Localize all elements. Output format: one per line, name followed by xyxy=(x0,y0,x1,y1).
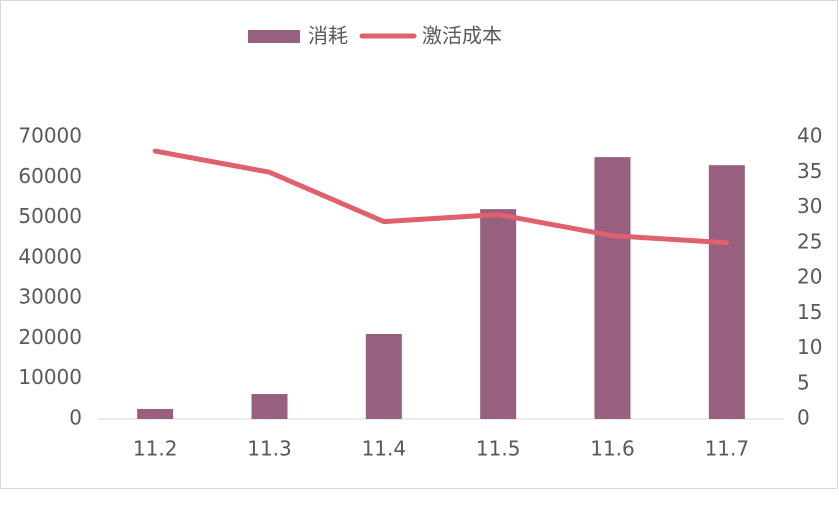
bar xyxy=(365,333,402,419)
y2-tick-label: 35 xyxy=(797,159,822,183)
x-tick-label: 11.2 xyxy=(133,437,178,461)
y2-tick-label: 10 xyxy=(797,335,822,359)
legend-swatch xyxy=(248,30,300,43)
x-tick-label: 11.6 xyxy=(590,437,635,461)
y2-tick-label: 5 xyxy=(797,370,810,394)
y-tick-label: 0 xyxy=(69,406,82,430)
bar xyxy=(708,165,745,419)
y2-tick-label: 15 xyxy=(797,300,822,324)
y2-tick-label: 20 xyxy=(797,265,822,289)
x-tick-label: 11.3 xyxy=(247,437,292,461)
y2-tick-label: 30 xyxy=(797,194,822,218)
x-tick-label: 11.4 xyxy=(362,437,407,461)
bar xyxy=(594,157,631,419)
chart-border xyxy=(0,0,838,489)
y-tick-label: 20000 xyxy=(18,325,82,349)
y-tick-label: 40000 xyxy=(18,244,82,268)
y-tick-label: 70000 xyxy=(18,124,82,148)
line xyxy=(152,148,730,246)
bar xyxy=(251,394,288,419)
bar xyxy=(137,408,174,419)
legend-label: 激活成本 xyxy=(422,24,502,48)
x-tick-label: 11.7 xyxy=(705,437,750,461)
y2-tick-label: 25 xyxy=(797,229,822,253)
legend-label: 消耗 xyxy=(308,24,348,48)
x-tick-label: 11.5 xyxy=(476,437,521,461)
bar xyxy=(480,209,517,419)
y-tick-label: 30000 xyxy=(18,285,82,309)
y-tick-label: 50000 xyxy=(18,204,82,228)
y2-tick-label: 40 xyxy=(797,124,822,148)
y-tick-label: 60000 xyxy=(18,164,82,188)
y2-tick-label: 0 xyxy=(797,406,810,430)
y-tick-label: 10000 xyxy=(18,365,82,389)
